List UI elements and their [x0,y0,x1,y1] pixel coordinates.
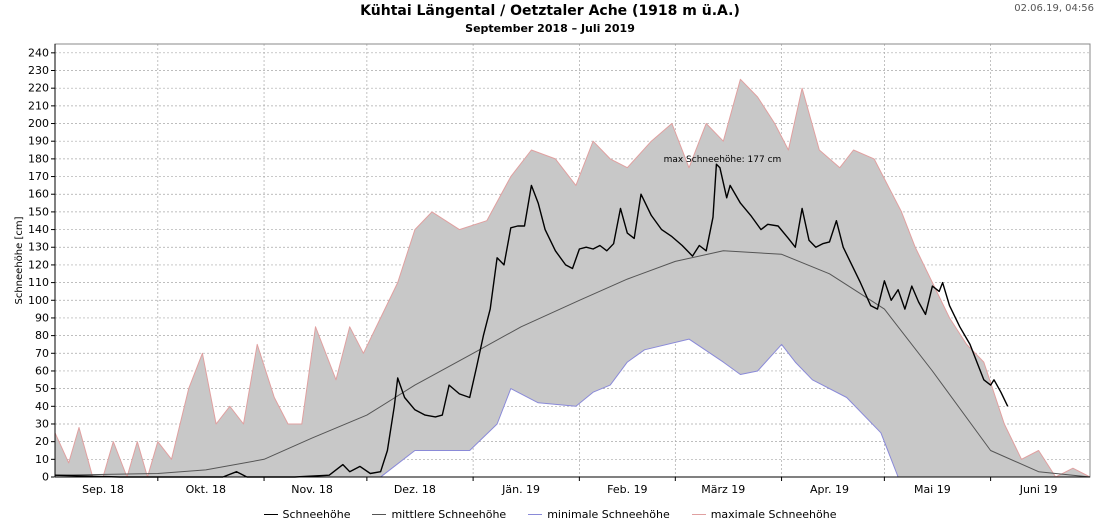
x-tick-label: Juni 19 [1019,483,1058,496]
y-tick-label: 230 [28,64,49,77]
y-tick-label: 80 [35,329,49,342]
y-tick-label: 150 [28,205,49,218]
legend-swatch [691,514,706,515]
y-tick-label: 40 [35,400,49,413]
x-tick-label: Feb. 19 [607,483,647,496]
x-tick-label: Nov. 18 [291,483,333,496]
series-lines [54,78,1091,478]
y-tick-label: 130 [28,241,49,254]
legend-label: maximale Schneehöhe [710,508,837,521]
legend-item: mittlere Schneehöhe [372,508,506,521]
y-tick-label: 10 [35,453,49,466]
snow-depth-line [54,163,1009,478]
min-max-band [55,79,1090,478]
y-tick-label: 60 [35,364,49,377]
y-tick-label: 220 [28,82,49,95]
x-tick-label: März 19 [701,483,745,496]
y-tick-label: 240 [28,46,49,59]
y-tick-label: 160 [28,188,49,201]
legend-label: minimale Schneehöhe [547,508,670,521]
y-tick-label: 170 [28,170,49,183]
annotations: max Schneehöhe: 177 cm [664,155,782,165]
min-snow-line [55,338,1090,478]
chart-legend: Schneehöhe mittlere Schneehöhe minimale Sc… [0,508,1100,521]
mean-snow-line [54,250,1091,478]
legend-swatch [372,514,387,515]
y-tick-label: 110 [28,276,49,289]
max-snow-line [54,78,1091,478]
y-tick-label: 0 [42,471,49,484]
x-tick-label: Dez. 18 [394,483,436,496]
x-tick-label: Jän. 19 [501,483,540,496]
y-tick-label: 210 [28,99,49,112]
y-axis-label: Schneehöhe [cm] [14,216,25,304]
legend-item: minimale Schneehöhe [528,508,670,521]
y-tick-label: 120 [28,258,49,271]
max-annotation: max Schneehöhe: 177 cm [664,155,782,165]
axis-labels: 0 10 20 30 40 50 60 70 80 90 100 110 120 130 140 150 160… [14,46,1057,496]
legend-item: maximale Schneehöhe [691,508,837,521]
legend-label: Schneehöhe [282,508,351,521]
legend-swatch [528,514,543,515]
x-tick-label: Okt. 18 [186,483,226,496]
legend-label: mittlere Schneehöhe [391,508,507,521]
x-tick-label: Mai 19 [914,483,951,496]
legend-swatch [263,514,278,515]
y-tick-label: 180 [28,152,49,165]
y-tick-label: 50 [35,382,49,395]
y-tick-label: 20 [35,435,49,448]
chart-subtitle: September 2018 – Juli 2019 [465,22,635,35]
timestamp: 02.06.19, 04:56 [1014,3,1094,14]
x-tick-label: Apr. 19 [810,483,849,496]
y-tick-label: 100 [28,294,49,307]
y-tick-label: 70 [35,347,49,360]
y-tick-label: 140 [28,223,49,236]
chart-title: Kühtai Längental / Oetztaler Ache (1918 … [360,3,740,19]
y-tick-label: 30 [35,417,49,430]
y-tick-label: 190 [28,135,49,148]
legend-item: Schneehöhe [263,508,351,521]
axes [51,43,1091,481]
y-tick-label: 200 [28,117,49,130]
x-tick-label: Sep. 18 [82,483,124,496]
min-max-area [55,79,1090,478]
y-tick-label: 90 [35,311,49,324]
